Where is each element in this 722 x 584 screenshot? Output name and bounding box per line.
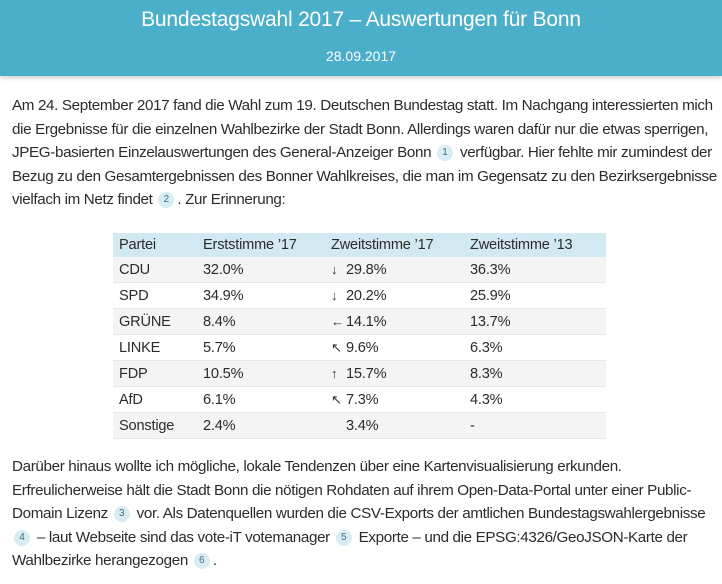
erststimme-17-value: 10.5% <box>197 360 325 387</box>
party-name: SPD <box>113 282 197 309</box>
trend-arrow-icon: ← <box>331 313 344 329</box>
intro-paragraph: Am 24. September 2017 fand die Wahl zum … <box>12 94 717 212</box>
footnote-link-4[interactable]: 4 <box>14 529 30 546</box>
outro-text-3: – laut Webseite sind das vote-iT voteman… <box>33 528 330 546</box>
post-date: 28.09.2017 <box>325 48 397 64</box>
trend-arrow-icon: ↓ <box>331 261 338 277</box>
zweitstimme-17-value: 3.4% <box>346 417 379 434</box>
table-row: LINKE 5.7% ↖ 9.6% 6.3% <box>113 334 606 361</box>
column-header-erststimme-17: Erststimme ’17 <box>197 233 325 257</box>
outro-text-5: . <box>212 552 217 569</box>
trend-arrow-icon: ↑ <box>331 365 338 381</box>
footnote-link-2[interactable]: 2 <box>158 192 175 208</box>
zweitstimme-17-cell: ↖ 9.6% <box>325 334 464 361</box>
table-header-row: Partei Erststimme ’17 Zweitstimme ’17 Zw… <box>113 233 606 257</box>
zweitstimme-17-cell: 3.4% <box>325 412 464 439</box>
trend-arrow-icon: ↖ <box>331 391 342 407</box>
erststimme-17-value: 5.7% <box>197 334 325 361</box>
column-header-zweitstimme-13: Zweitstimme ’13 <box>464 233 606 257</box>
erststimme-17-value: 2.4% <box>197 412 325 439</box>
zweitstimme-17-value: 14.1% <box>346 313 387 330</box>
outro-text-2: vor. Als Datenquellen wurden die CSV-Exp… <box>132 505 706 522</box>
zweitstimme-17-cell: ← 14.1% <box>325 308 464 335</box>
footnote-link-1[interactable]: 1 <box>437 145 454 161</box>
zweitstimme-13-value: 4.3% <box>464 386 606 413</box>
footnote-link-5[interactable]: 5 <box>335 529 352 546</box>
intro-text-1: Am 24. September 2017 fand die Wahl zum … <box>12 97 713 161</box>
erststimme-17-value: 8.4% <box>197 308 325 335</box>
trend-arrow-icon: ↓ <box>331 287 338 303</box>
erststimme-17-value: 32.0% <box>197 257 325 283</box>
table-row: AfD 6.1% ↖ 7.3% 4.3% <box>113 386 606 413</box>
footnote-link-6[interactable]: 6 <box>193 553 210 569</box>
zweitstimme-13-value: 13.7% <box>464 308 606 335</box>
outro-text-1: Darüber hinaus wollte ich mögliche, loka… <box>12 458 692 522</box>
zweitstimme-17-cell: ↖ 7.3% <box>325 386 464 413</box>
zweitstimme-13-value: 25.9% <box>464 282 606 309</box>
zweitstimme-17-value: 9.6% <box>346 339 379 356</box>
table-row: CDU 32.0% ↓ 29.8% 36.3% <box>113 257 606 283</box>
zweitstimme-17-cell: ↓ 20.2% <box>325 282 464 309</box>
party-name: FDP <box>113 360 197 387</box>
zweitstimme-17-value: 15.7% <box>346 365 387 382</box>
trend-arrow-icon: ↖ <box>331 339 342 355</box>
zweitstimme-17-value: 29.8% <box>346 261 387 278</box>
column-header-zweitstimme-17: Zweitstimme ’17 <box>325 233 464 257</box>
footnote-link-3[interactable]: 3 <box>113 506 130 522</box>
intro-text-3: . Zur Erinnerung: <box>177 191 286 208</box>
outro-text-4: Exporte – und die EPSG:4326/GeoJSON-Kart… <box>12 528 688 570</box>
zweitstimme-17-cell: ↓ 29.8% <box>325 257 464 283</box>
page-header: Bundestagswahl 2017 – Auswertungen für B… <box>0 0 722 76</box>
party-name: CDU <box>113 257 197 283</box>
zweitstimme-13-value: 6.3% <box>464 334 606 361</box>
results-table: Partei Erststimme ’17 Zweitstimme ’17 Zw… <box>113 233 606 439</box>
table-row: FDP 10.5% ↑ 15.7% 8.3% <box>113 360 606 387</box>
table-row: Sonstige 2.4% 3.4% - <box>113 412 606 439</box>
zweitstimme-13-value: - <box>464 412 606 439</box>
table-row: SPD 34.9% ↓ 20.2% 25.9% <box>113 282 606 309</box>
table-row: GRÜNE 8.4% ← 14.1% 13.7% <box>113 308 606 335</box>
party-name: GRÜNE <box>113 308 197 335</box>
outro-paragraph: Darüber hinaus wollte ich mögliche, loka… <box>12 455 717 573</box>
page-title: Bundestagswahl 2017 – Auswertungen für B… <box>141 8 581 31</box>
erststimme-17-value: 6.1% <box>197 386 325 413</box>
zweitstimme-13-value: 36.3% <box>464 257 606 283</box>
party-name: AfD <box>113 386 197 413</box>
party-name: Sonstige <box>113 412 197 439</box>
zweitstimme-17-value: 20.2% <box>346 287 387 304</box>
party-name: LINKE <box>113 334 197 361</box>
zweitstimme-13-value: 8.3% <box>464 360 606 387</box>
column-header-party: Partei <box>113 233 197 257</box>
intro-text-2: verfügbar. Hier fehlte mir zumindest der… <box>12 144 717 208</box>
zweitstimme-17-cell: ↑ 15.7% <box>325 360 464 387</box>
zweitstimme-17-value: 7.3% <box>346 391 379 408</box>
erststimme-17-value: 34.9% <box>197 282 325 309</box>
